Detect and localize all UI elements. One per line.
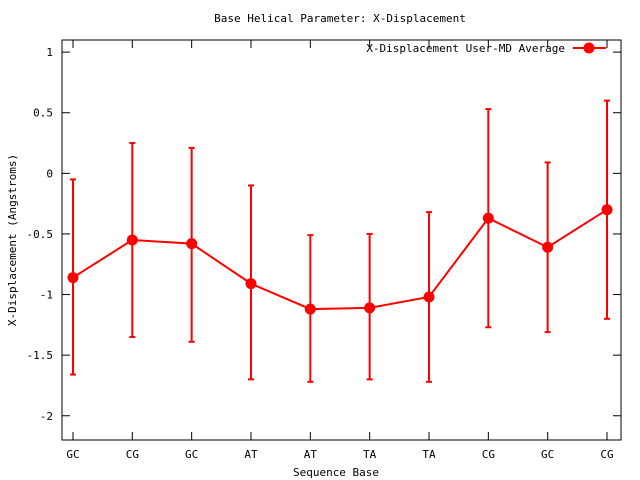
- x-tick-label: GC: [185, 448, 198, 461]
- data-point: [186, 238, 198, 250]
- x-tick-label: TA: [422, 448, 436, 461]
- plot-frame: [61, 39, 622, 441]
- data-point: [542, 241, 554, 253]
- x-axis-label: Sequence Base: [293, 466, 379, 479]
- x-tick-label: GC: [66, 448, 79, 461]
- x-tick-label: CG: [126, 448, 139, 461]
- x-tick-label: AT: [244, 448, 258, 461]
- y-axis: 1 0.5 0 -0.5 -1 -1.5 -2: [27, 46, 621, 423]
- series-line: [72, 208, 608, 311]
- data-point: [601, 204, 613, 216]
- y-tick-label: -1: [40, 289, 53, 302]
- data-point: [482, 212, 494, 224]
- x-tick-label: CG: [600, 448, 613, 461]
- y-tick-label: -0.5: [27, 228, 54, 241]
- legend-label: X-Displacement User-MD Average: [366, 42, 565, 55]
- data-point: [304, 303, 316, 315]
- y-tick-label: 0: [46, 167, 53, 180]
- data-point: [423, 291, 435, 303]
- data-point: [67, 272, 79, 284]
- x-tick-label: AT: [304, 448, 318, 461]
- x-tick-label: TA: [363, 448, 377, 461]
- data-point: [364, 302, 376, 314]
- chart-title: Base Helical Parameter: X-Displacement: [214, 12, 466, 25]
- x-tick-label: CG: [482, 448, 495, 461]
- y-tick-label: 0.5: [33, 107, 53, 120]
- x-axis: GC CG GC AT AT TA TA CG GC CG: [66, 40, 614, 461]
- data-point: [126, 234, 138, 246]
- x-tick-label: GC: [541, 448, 554, 461]
- data-point: [245, 278, 257, 290]
- y-tick-label: 1: [46, 46, 53, 59]
- series-layer: [67, 99, 613, 383]
- legend-marker: [583, 42, 595, 54]
- y-tick-label: -1.5: [27, 349, 54, 362]
- legend: X-Displacement User-MD Average: [366, 42, 606, 55]
- y-axis-label: X-Displacement (Angstroms): [6, 154, 19, 326]
- y-tick-label: -2: [40, 410, 53, 423]
